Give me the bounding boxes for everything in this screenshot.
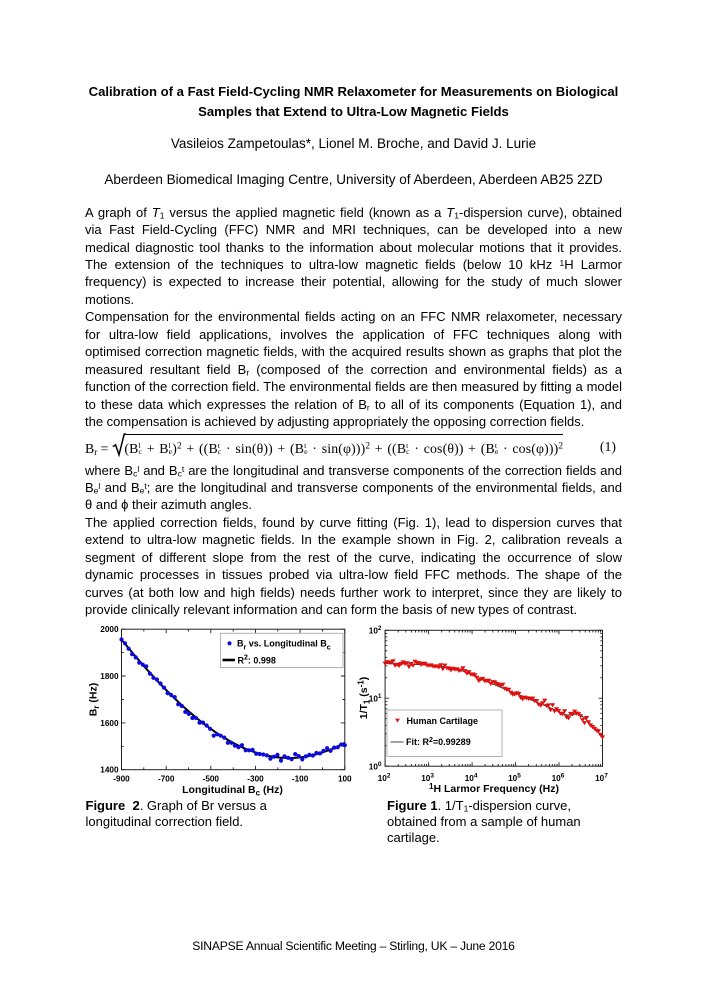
svg-text:Br (Hz): Br (Hz): [88, 683, 102, 716]
svg-text:1600: 1600: [100, 719, 119, 728]
svg-text:101: 101: [369, 693, 382, 704]
svg-text:R2: 0.998: R2: 0.998: [238, 654, 276, 665]
svg-text:Br vs. Longitudinal Bc: Br vs. Longitudinal Bc: [237, 639, 331, 652]
svg-text:-100: -100: [292, 774, 309, 783]
svg-text:Human Cartilage: Human Cartilage: [407, 716, 479, 726]
svg-text:104: 104: [465, 772, 478, 783]
svg-text:1H Larmor Frequency (Hz): 1H Larmor Frequency (Hz): [429, 782, 559, 795]
svg-text:2000: 2000: [100, 625, 119, 634]
svg-text:100: 100: [338, 774, 352, 783]
svg-text:106: 106: [552, 772, 565, 783]
svg-text:1400: 1400: [100, 766, 119, 775]
svg-text:107: 107: [595, 772, 608, 783]
svg-text:Longitudinal Bc (Hz): Longitudinal Bc (Hz): [182, 784, 283, 798]
svg-text:100: 100: [369, 761, 382, 772]
svg-text:103: 103: [421, 772, 434, 783]
svg-text:102: 102: [369, 625, 382, 636]
svg-text:-700: -700: [158, 774, 175, 783]
svg-text:1800: 1800: [100, 672, 119, 681]
svg-text:105: 105: [508, 772, 521, 783]
svg-text:-500: -500: [203, 774, 220, 783]
svg-text:102: 102: [378, 772, 391, 783]
svg-text:-900: -900: [113, 774, 130, 783]
svg-text:1/T1 (s-1): 1/T1 (s-1): [357, 677, 372, 720]
svg-text:-300: -300: [247, 774, 264, 783]
svg-text:Fit: R2=0.99289: Fit: R2=0.99289: [406, 737, 471, 747]
